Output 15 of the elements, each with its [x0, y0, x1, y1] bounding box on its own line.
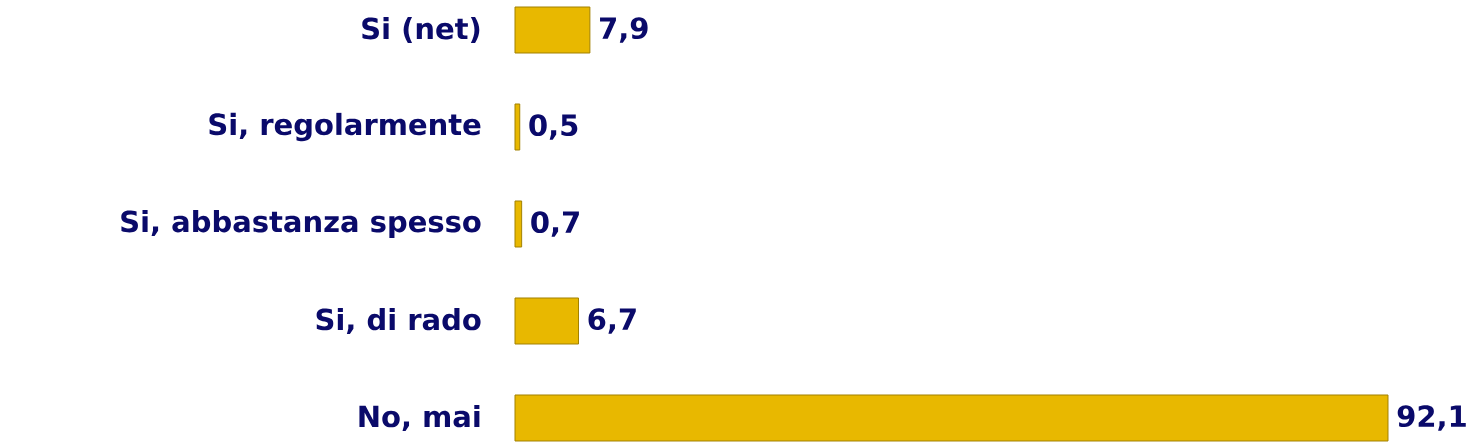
data-label: 7,9	[600, 17, 648, 43]
data-label: 92,1	[1397, 405, 1466, 431]
y-tick-label: Si, di rado	[316, 307, 481, 335]
bar	[514, 103, 521, 151]
bar	[514, 200, 523, 248]
y-tick-label: Si (net)	[362, 17, 480, 43]
y-tick-label: No, mai	[359, 404, 480, 432]
data-label: 6,7	[588, 308, 636, 334]
bar	[514, 394, 1389, 442]
bar	[514, 6, 591, 54]
data-label: 0,5	[529, 114, 578, 140]
y-tick-label: Si, abbastanza spesso	[121, 209, 481, 239]
y-tick-label: Si, regolarmente	[209, 112, 481, 142]
data-label: 0,7	[531, 211, 579, 237]
bar	[514, 297, 580, 345]
